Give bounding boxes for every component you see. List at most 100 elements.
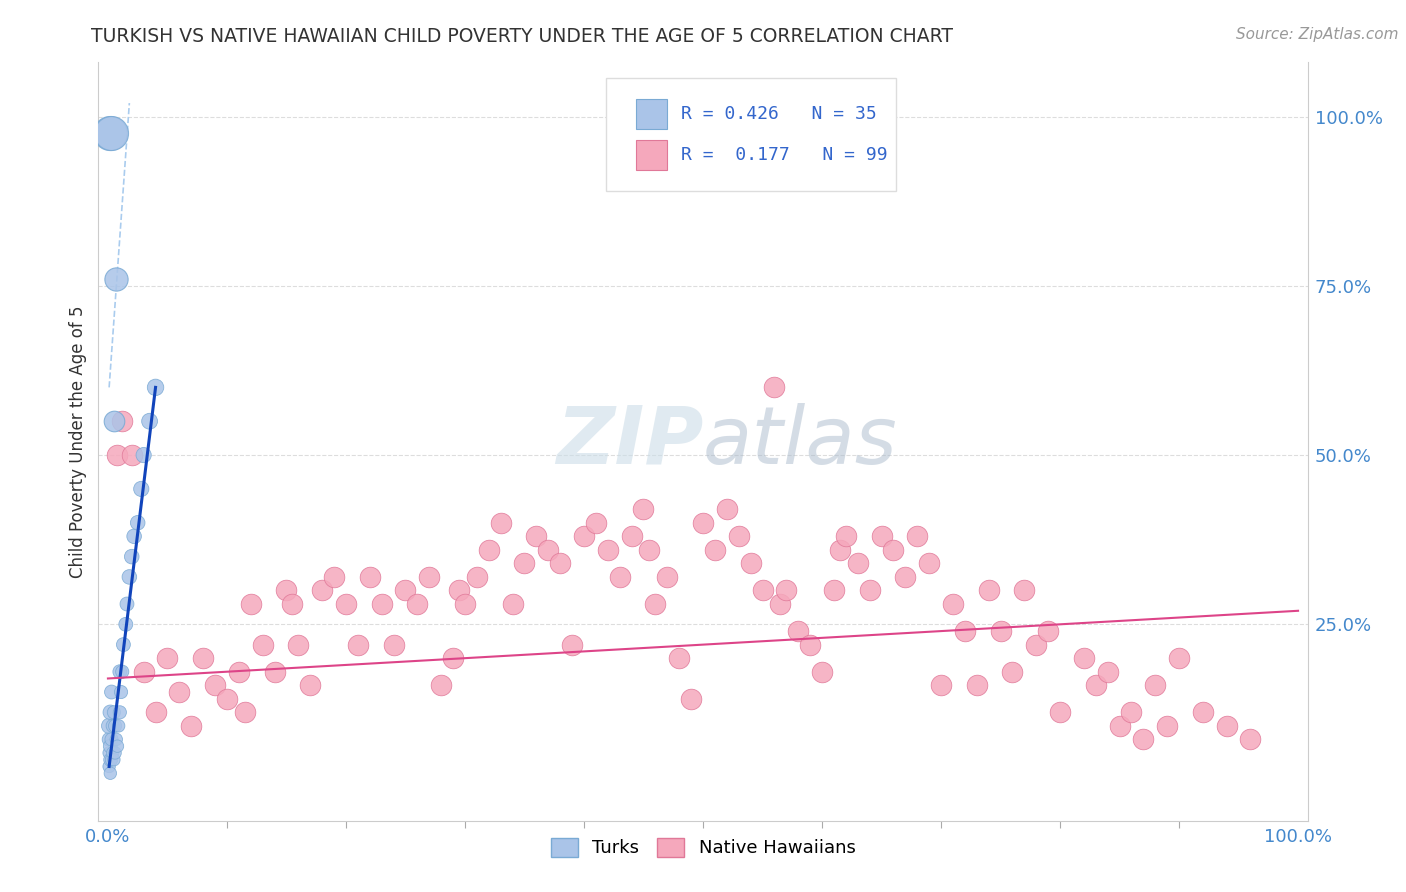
Point (98, 759, 121, 773)
Point (1132, 732, 1154, 747)
Point (561, 638, 583, 652)
Point (100, 732, 122, 747)
Point (1049, 706, 1071, 720)
Point (751, 583, 773, 598)
Point (98, 719, 121, 733)
Point (145, 380, 167, 394)
Point (572, 529, 595, 543)
Point (638, 542, 661, 557)
Point (191, 651, 214, 665)
Text: ZIP: ZIP (555, 402, 703, 481)
Y-axis label: Child Poverty Under the Age of 5: Child Poverty Under the Age of 5 (69, 305, 87, 578)
Point (108, 665, 131, 679)
Point (657, 570, 679, 584)
Point (239, 597, 262, 611)
Text: R = 0.426   N = 35: R = 0.426 N = 35 (682, 105, 877, 123)
Point (835, 529, 858, 543)
Point (110, 685, 132, 699)
Point (394, 583, 416, 598)
Point (929, 678, 952, 692)
Point (489, 516, 512, 530)
Point (100, 685, 122, 699)
Point (98, 753, 121, 767)
Point (441, 651, 464, 665)
Point (281, 597, 304, 611)
Point (228, 665, 250, 679)
Point (1073, 651, 1095, 665)
Point (114, 617, 136, 632)
Point (799, 638, 821, 652)
Point (447, 583, 470, 598)
Point (1025, 638, 1047, 652)
Text: R =  0.177   N = 99: R = 0.177 N = 99 (682, 146, 887, 164)
Point (108, 706, 131, 720)
Point (100, 127, 122, 141)
FancyBboxPatch shape (606, 78, 897, 191)
Point (98, 739, 121, 754)
Point (524, 529, 547, 543)
Point (953, 624, 976, 639)
Point (1097, 665, 1119, 679)
Point (990, 624, 1012, 639)
Point (118, 570, 141, 584)
Point (633, 502, 655, 516)
Point (1168, 651, 1191, 665)
Point (132, 665, 155, 679)
Point (1156, 719, 1178, 733)
Point (465, 570, 488, 584)
Point (418, 570, 440, 584)
Point (1036, 624, 1059, 639)
Point (1108, 719, 1130, 733)
Point (846, 557, 869, 571)
Point (276, 583, 298, 598)
Point (101, 719, 124, 733)
Point (609, 570, 631, 584)
Text: Source: ZipAtlas.com: Source: ZipAtlas.com (1236, 27, 1399, 42)
Point (905, 529, 928, 543)
Point (107, 719, 129, 733)
Point (811, 665, 834, 679)
Point (104, 719, 127, 733)
Point (716, 502, 738, 516)
Point (103, 414, 125, 428)
Point (98, 746, 121, 760)
Point (502, 597, 524, 611)
Point (513, 557, 536, 571)
Point (740, 557, 762, 571)
Point (644, 597, 666, 611)
Point (103, 706, 125, 720)
Point (299, 678, 322, 692)
Point (1084, 678, 1107, 692)
Point (681, 691, 703, 706)
Point (156, 651, 179, 665)
Point (1192, 706, 1215, 720)
Point (112, 638, 135, 652)
Text: atlas: atlas (703, 402, 898, 481)
Point (107, 739, 129, 754)
Point (585, 516, 607, 530)
Point (98, 127, 121, 141)
Point (870, 529, 893, 543)
Point (122, 529, 145, 543)
Point (1001, 665, 1024, 679)
Point (828, 542, 851, 557)
Point (98, 706, 121, 720)
Point (882, 542, 904, 557)
Point (138, 414, 160, 428)
Point (478, 542, 501, 557)
Point (101, 746, 124, 760)
Point (537, 542, 560, 557)
Point (105, 272, 128, 286)
Point (823, 583, 845, 598)
Point (347, 638, 370, 652)
Point (287, 638, 309, 652)
Point (370, 597, 392, 611)
Point (1239, 732, 1261, 747)
Point (596, 542, 619, 557)
Point (311, 583, 333, 598)
Point (100, 753, 122, 767)
Point (132, 448, 155, 462)
Point (942, 597, 965, 611)
Point (406, 597, 429, 611)
Point (977, 583, 1000, 598)
